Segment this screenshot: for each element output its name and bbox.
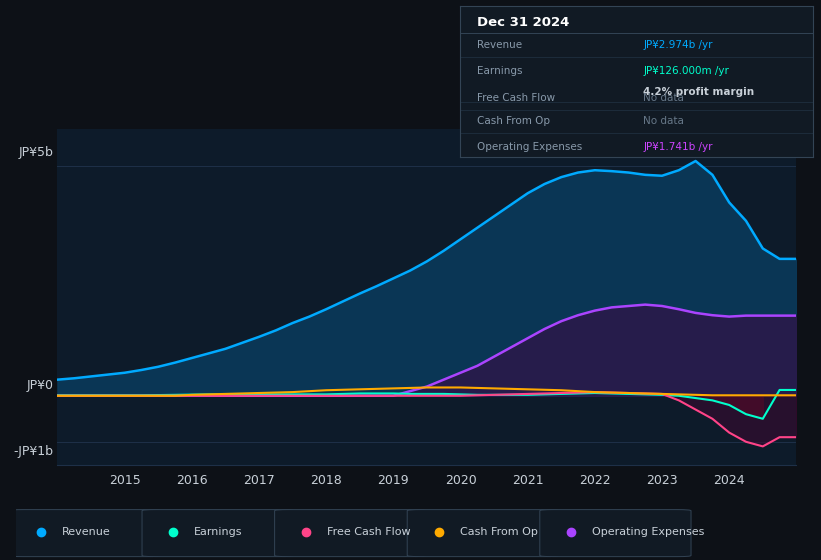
Text: Dec 31 2024: Dec 31 2024 [478, 16, 570, 29]
Text: Cash From Op: Cash From Op [478, 116, 550, 126]
FancyBboxPatch shape [10, 510, 161, 557]
Text: -JP¥1b: -JP¥1b [14, 445, 54, 458]
Text: Operating Expenses: Operating Expenses [592, 527, 704, 537]
Text: JP¥5b: JP¥5b [19, 146, 54, 159]
Text: JP¥0: JP¥0 [27, 379, 54, 393]
Text: Cash From Op: Cash From Op [460, 527, 538, 537]
Text: 4.2% profit margin: 4.2% profit margin [644, 87, 754, 97]
FancyBboxPatch shape [142, 510, 293, 557]
Text: No data: No data [644, 116, 684, 126]
Text: JP¥126.000m /yr: JP¥126.000m /yr [644, 66, 729, 76]
Text: Revenue: Revenue [478, 40, 522, 50]
Text: JP¥2.974b /yr: JP¥2.974b /yr [644, 40, 713, 50]
FancyBboxPatch shape [407, 510, 558, 557]
FancyBboxPatch shape [540, 510, 691, 557]
Text: JP¥1.741b /yr: JP¥1.741b /yr [644, 142, 713, 152]
Text: Operating Expenses: Operating Expenses [478, 142, 583, 152]
Text: Free Cash Flow: Free Cash Flow [478, 94, 556, 103]
Text: Revenue: Revenue [62, 527, 111, 537]
FancyBboxPatch shape [275, 510, 426, 557]
Text: Earnings: Earnings [478, 66, 523, 76]
Text: Earnings: Earnings [195, 527, 243, 537]
Text: No data: No data [644, 94, 684, 103]
Text: Free Cash Flow: Free Cash Flow [327, 527, 410, 537]
